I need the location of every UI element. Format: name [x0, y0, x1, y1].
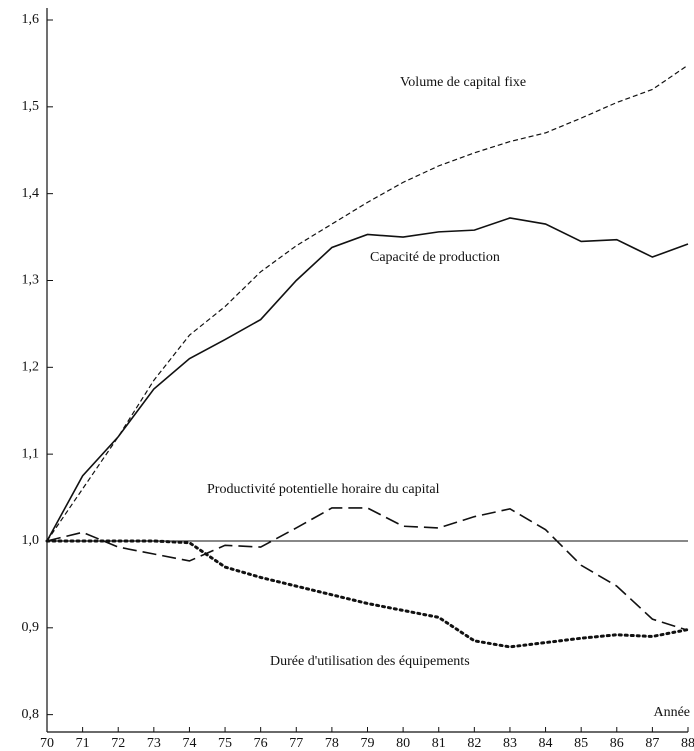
x-tick-label: 79	[361, 736, 375, 751]
y-tick-label: 1,4	[22, 186, 40, 201]
y-tick-label: 1,1	[22, 446, 40, 461]
series-line	[46, 507, 689, 632]
series-label: Volume de capital fixe	[400, 75, 526, 90]
x-tick-label: 72	[111, 736, 125, 751]
x-tick-label: 87	[645, 736, 659, 751]
x-tick-label: 85	[574, 736, 588, 751]
x-tick-label: 83	[503, 736, 517, 751]
x-tick-label: 75	[218, 736, 232, 751]
y-tick-label: 1,3	[22, 273, 40, 288]
x-tick-label: 78	[325, 736, 339, 751]
x-tick-label: 88	[681, 736, 694, 751]
y-tick-label: 1,2	[22, 360, 40, 375]
x-tick-label: 80	[396, 736, 410, 751]
series-line	[45, 539, 690, 649]
x-tick-label: 71	[76, 736, 90, 751]
x-tick-label: 86	[610, 736, 624, 751]
series-label: Capacité de production	[370, 250, 500, 265]
x-tick-label: 81	[432, 736, 446, 751]
x-tick-label: 84	[539, 736, 553, 751]
y-tick-label: 1,6	[22, 12, 40, 27]
y-tick-label: 1,0	[22, 533, 40, 548]
x-tick-label: 73	[147, 736, 161, 751]
series-label: Durée d'utilisation des équipements	[270, 654, 470, 669]
x-tick-label: 74	[182, 736, 196, 751]
series-label: Productivité potentielle horaire du capi…	[207, 482, 440, 497]
x-tick-label: 70	[40, 736, 54, 751]
y-tick-label: 0,9	[22, 620, 40, 635]
y-tick-label: 1,5	[22, 99, 40, 114]
x-tick-label: 82	[467, 736, 481, 751]
x-axis-label: Année	[653, 705, 690, 720]
y-tick-label: 0,8	[22, 707, 40, 722]
x-tick-label: 76	[254, 736, 268, 751]
series-line	[46, 64, 689, 542]
series-line	[46, 217, 689, 542]
x-tick-label: 77	[289, 736, 303, 751]
